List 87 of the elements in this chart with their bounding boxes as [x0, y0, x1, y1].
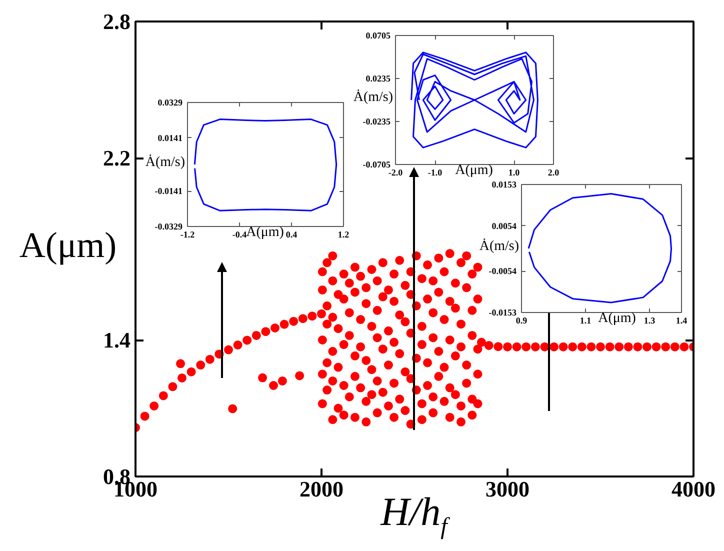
- point: [196, 360, 206, 370]
- point: [494, 342, 503, 352]
- point: [289, 316, 298, 326]
- point: [258, 373, 268, 382]
- point: [503, 342, 512, 352]
- point: [205, 354, 214, 364]
- x-tick-label: 0.4: [286, 230, 298, 240]
- point: [269, 381, 278, 390]
- point: [558, 342, 568, 352]
- point: [484, 340, 494, 350]
- x-tick-label: 1.0: [508, 168, 520, 178]
- y-axis-title: Ȧ(m/s): [478, 239, 519, 254]
- y-tick-label: -0.0235: [362, 116, 391, 126]
- x-tick-label: 2000: [300, 476, 344, 502]
- y-axis-title: A(μm): [18, 225, 118, 266]
- line-series: [528, 192, 672, 304]
- x-tick-label: -0.4: [232, 230, 248, 240]
- x-tick-label: 1.3: [644, 316, 656, 326]
- x-tick-label: 1.2: [338, 230, 350, 240]
- point: [530, 342, 540, 352]
- point: [522, 342, 531, 352]
- x-tick-label: -1.2: [180, 230, 196, 240]
- x-tick-label: 4000: [672, 476, 716, 502]
- x-tick-label: -1.0: [428, 168, 443, 178]
- x-tick-label: 1.1: [580, 316, 592, 326]
- y-tick-label: -0.0141: [154, 186, 183, 196]
- point: [661, 342, 670, 352]
- point: [642, 342, 652, 352]
- point: [280, 320, 289, 329]
- point: [577, 342, 586, 352]
- y-tick-label: 0.0141: [158, 132, 183, 143]
- y-tick-label: 0.0235: [366, 74, 391, 84]
- point: [633, 342, 642, 352]
- point: [614, 342, 624, 352]
- point: [150, 401, 159, 410]
- point: [568, 342, 578, 352]
- line-series: [194, 118, 338, 212]
- point: [624, 342, 633, 352]
- x-axis-title: A(μm): [598, 311, 636, 326]
- y-tick-label: 0.0705: [366, 30, 391, 40]
- point: [605, 342, 614, 352]
- y-tick-label: 0.0054: [492, 220, 517, 231]
- x-axis-title: H/h$_{f}$: [380, 489, 448, 540]
- point: [176, 359, 186, 368]
- y-tick-label: 2.8: [103, 9, 130, 34]
- point: [586, 342, 596, 352]
- y-axis-title: Ȧ(m/s): [145, 155, 185, 170]
- point: [308, 312, 317, 321]
- point: [158, 391, 168, 400]
- point: [186, 367, 196, 376]
- point: [178, 374, 186, 382]
- point: [242, 336, 252, 345]
- y-tick-label: -0.0329: [154, 222, 183, 232]
- point: [550, 342, 558, 352]
- x-tick-label: 0.9: [516, 316, 528, 326]
- point: [317, 309, 326, 318]
- point: [228, 404, 238, 414]
- x-tick-label: 3000: [486, 476, 530, 502]
- point: [252, 330, 261, 340]
- point: [512, 342, 522, 352]
- point: [596, 342, 605, 352]
- point: [295, 371, 304, 380]
- y-axis-title: Ȧ(m/s): [352, 90, 393, 106]
- x-tick-label: -2.0: [388, 168, 404, 178]
- point: [278, 376, 287, 386]
- x-tick-label: 2.0: [548, 168, 560, 178]
- line-series: [410, 52, 538, 148]
- y-tick-label: -0.0705: [362, 160, 391, 170]
- y-tick-label: 0.0153: [492, 180, 517, 190]
- point: [670, 342, 680, 352]
- point: [224, 345, 233, 354]
- y-tick-label: 2.2: [103, 146, 130, 170]
- point: [261, 327, 270, 336]
- point: [233, 340, 242, 350]
- point: [476, 338, 486, 347]
- x-axis-title: A(μm): [454, 163, 494, 178]
- y-tick-label: -0.0054: [488, 266, 517, 276]
- point: [298, 314, 308, 324]
- x-tick-label: 1.4: [676, 316, 688, 326]
- point: [652, 342, 661, 352]
- point: [168, 382, 178, 392]
- point: [680, 342, 689, 352]
- y-tick-label: 0.0329: [158, 98, 183, 108]
- point: [270, 323, 280, 332]
- y-tick-label: -0.0153: [488, 308, 517, 318]
- point: [140, 412, 150, 421]
- x-axis-title: A(μm): [246, 225, 284, 240]
